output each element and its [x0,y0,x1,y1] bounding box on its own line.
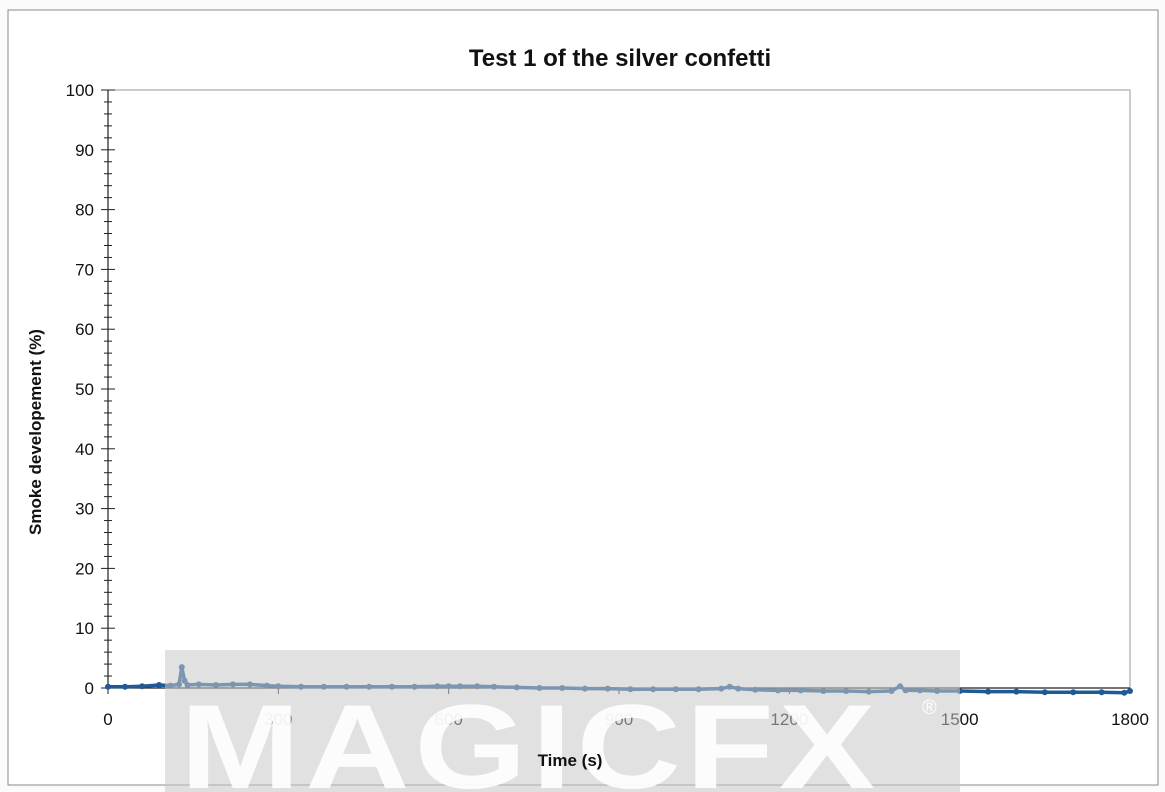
y-tick-label: 20 [75,559,94,578]
y-tick-label: 40 [75,440,94,459]
data-point [156,682,163,688]
data-point [1121,689,1128,696]
x-tick-label: 0 [103,710,112,729]
data-point [1098,689,1105,696]
data-point [1041,689,1048,696]
watermark: MAGICFX ® [165,650,960,792]
y-tick-label: 10 [75,619,94,638]
y-tick-label: 0 [85,679,94,698]
x-axis-label: Time (s) [538,751,603,770]
y-tick-label: 100 [66,81,94,100]
y-tick-label: 60 [75,320,94,339]
y-tick-label: 30 [75,500,94,519]
plot-area [107,89,1131,689]
data-point [122,683,128,690]
y-tick-label: 50 [75,380,94,399]
watermark-logo-text: MAGICFX [180,680,880,792]
data-point [105,683,111,690]
watermark-registered-mark: ® [922,697,937,719]
data-point [139,683,146,690]
y-tick-label: 70 [75,260,94,279]
data-point [1070,689,1077,696]
chart-title: Test 1 of the silver confetti [469,45,771,72]
y-tick-label: 90 [75,141,94,160]
data-point [985,688,992,695]
data-point [1013,688,1020,695]
y-tick-label: 80 [75,201,94,220]
x-tick-label: 1800 [1111,710,1149,729]
watermark-band [165,650,960,792]
data-point [1127,688,1133,694]
y-axis-label: Smoke developement (%) [26,329,45,535]
y-axis: 0 10 20 30 40 50 60 70 80 90 100 [66,81,115,698]
